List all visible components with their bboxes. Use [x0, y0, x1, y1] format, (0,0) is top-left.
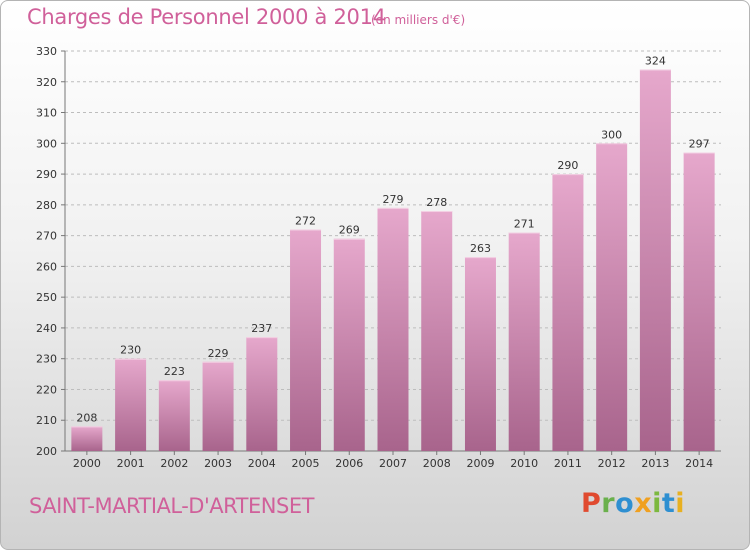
y-tick-label: 300	[36, 137, 57, 150]
x-tick-label: 2010	[510, 457, 538, 470]
value-label-2008: 278	[426, 196, 447, 209]
y-tick-label: 330	[36, 45, 57, 58]
bar-2006	[333, 238, 365, 451]
y-tick-label: 260	[36, 260, 57, 273]
bar-2011	[552, 174, 584, 452]
x-tick-label: 2003	[204, 457, 232, 470]
y-tick-label: 210	[36, 414, 57, 427]
value-label-2007: 279	[383, 193, 404, 206]
bar-2008	[421, 211, 453, 451]
bar-2003	[202, 361, 234, 451]
bar-2007	[377, 207, 409, 451]
bar-2014	[683, 152, 715, 452]
value-label-2003: 229	[208, 347, 229, 360]
value-label-2002: 223	[164, 365, 185, 378]
commune-name: SAINT-MARTIAL-D'ARTENSET	[29, 494, 314, 518]
x-tick-label: 2005	[292, 457, 320, 470]
value-label-2010: 271	[514, 218, 535, 231]
value-label-2012: 300	[601, 128, 622, 141]
bars	[71, 69, 715, 452]
logo-letter: i	[652, 488, 662, 519]
y-tick-label: 230	[36, 353, 57, 366]
value-label-2005: 272	[295, 214, 316, 227]
logo-letter: P	[581, 488, 602, 519]
value-label-2000: 208	[76, 411, 97, 424]
y-tick-label: 250	[36, 291, 57, 304]
x-tick-label: 2006	[335, 457, 363, 470]
y-tick-label: 320	[36, 76, 57, 89]
x-tick-label: 2014	[685, 457, 713, 470]
y-tick-label: 240	[36, 322, 57, 335]
x-tick-label: 2007	[379, 457, 407, 470]
value-label-2009: 263	[470, 242, 491, 255]
value-label-2014: 297	[689, 138, 710, 151]
x-tick-label: 2008	[423, 457, 451, 470]
value-label-2013: 324	[645, 54, 666, 67]
bar-2009	[464, 257, 496, 451]
logo-letter: r	[601, 488, 616, 519]
y-tick-label: 290	[36, 168, 57, 181]
logo-letter: i	[675, 488, 686, 519]
value-label-2001: 230	[120, 344, 141, 357]
logo-letter: x	[634, 488, 653, 519]
value-label-2011: 290	[557, 159, 578, 172]
x-tick-label: 2011	[554, 457, 582, 470]
chart-title: Charges de Personnel 2000 à 2014	[27, 5, 386, 29]
y-tick-label: 270	[36, 230, 57, 243]
y-tick-label: 200	[36, 445, 57, 458]
x-tick-label: 2009	[466, 457, 494, 470]
bar-2000	[71, 426, 103, 451]
bar-2005	[290, 229, 322, 451]
y-tick-label: 310	[36, 107, 57, 120]
logo-letter: o	[615, 488, 635, 519]
x-tick-label: 2001	[117, 457, 145, 470]
proxiti-logo: Proxiti	[581, 488, 685, 519]
bar-2004	[246, 337, 278, 451]
value-label-2006: 269	[339, 224, 360, 237]
y-tick-label: 280	[36, 199, 57, 212]
x-tick-label: 2004	[248, 457, 276, 470]
logo-letter: t	[661, 488, 676, 519]
bar-2002	[158, 380, 190, 451]
labels: 200 210 220 230 240 250 260 270 280 290 300 310 320 3…	[36, 45, 713, 470]
x-tick-label: 2012	[598, 457, 626, 470]
bar-2012	[596, 143, 628, 452]
x-tick-label: 2000	[73, 457, 101, 470]
y-tick-label: 220	[36, 383, 57, 396]
value-label-2004: 237	[251, 322, 272, 335]
x-tick-label: 2013	[641, 457, 669, 470]
bar-2010	[508, 232, 540, 451]
bar-2013	[639, 69, 671, 451]
x-tick-label: 2002	[160, 457, 188, 470]
chart-subtitle: (en milliers d'€)	[371, 13, 466, 27]
bar-2001	[115, 358, 147, 451]
